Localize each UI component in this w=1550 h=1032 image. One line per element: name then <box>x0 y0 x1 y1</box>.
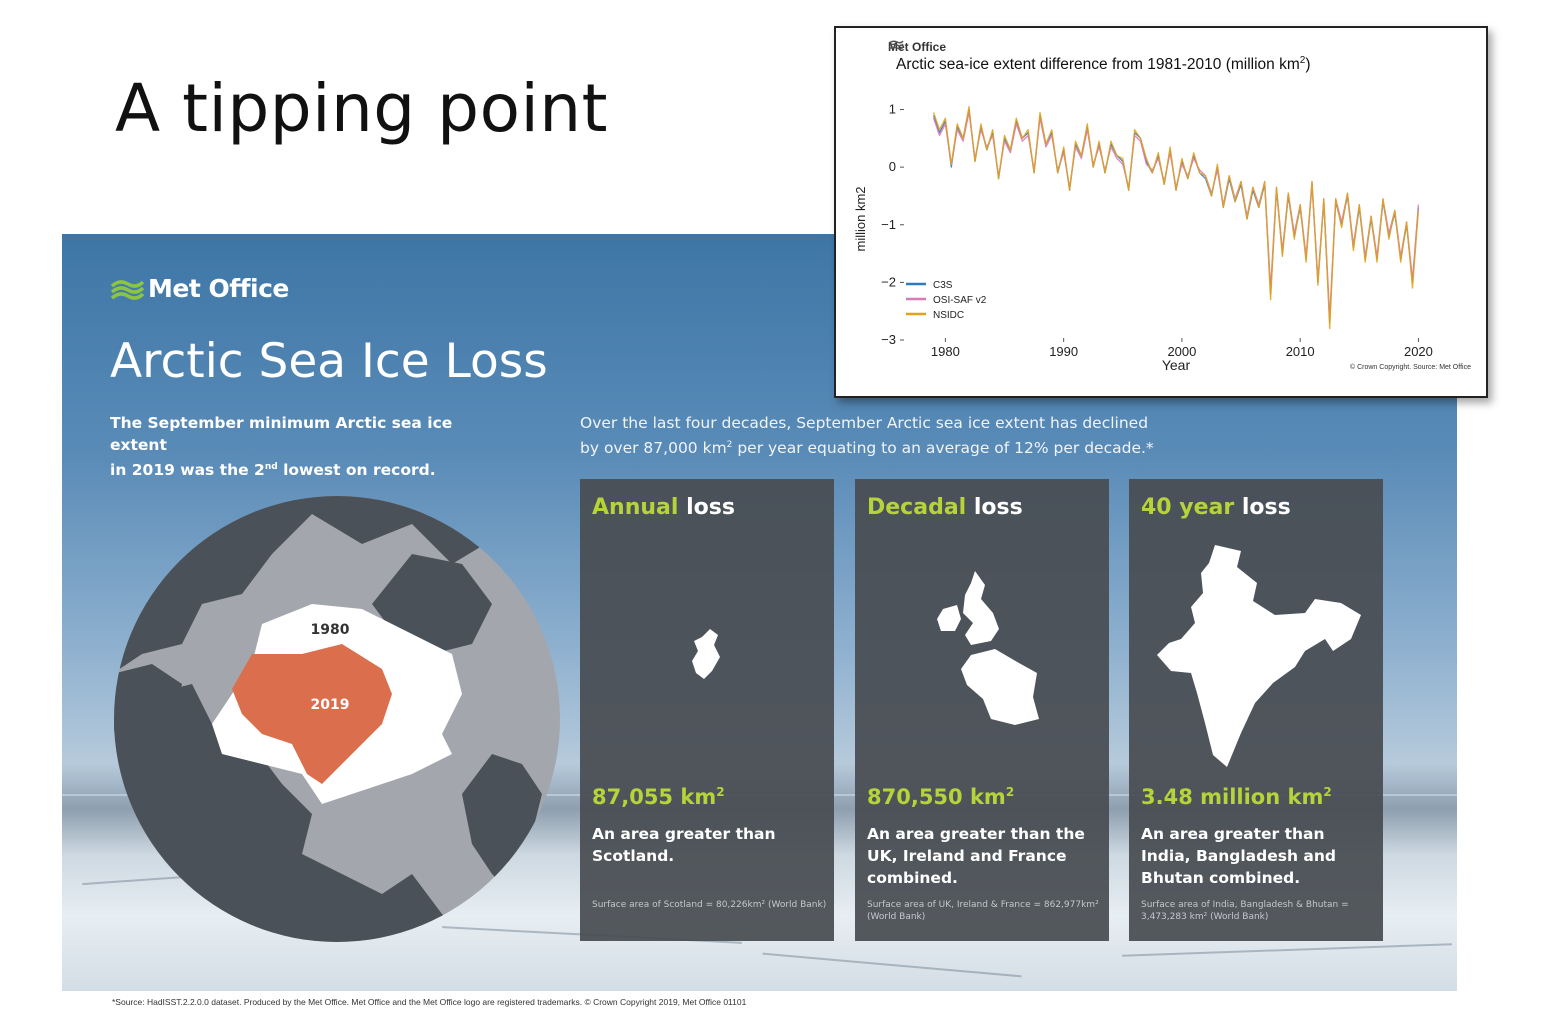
landmass-russia <box>114 684 472 942</box>
card-value: 3.48 million km2 <box>1141 785 1332 809</box>
card-value-text: 3.48 million km <box>1141 785 1324 809</box>
lead-left-line-2: in 2019 was the 2 <box>110 461 265 480</box>
card-heading-rest: loss <box>678 495 735 520</box>
chart-title: Arctic sea-ice extent difference from 19… <box>896 55 1310 74</box>
x-tick-label: 2020 <box>1404 344 1433 359</box>
met-office-waves-icon <box>888 40 904 50</box>
ice-crack <box>762 952 1022 978</box>
legend-label: OSI-SAF v2 <box>933 295 987 306</box>
forty-year-loss-card: 40 year loss 3.48 million km2 An area gr… <box>1129 479 1383 941</box>
landmass-alaska <box>114 664 182 734</box>
card-value: 870,550 km2 <box>867 785 1014 809</box>
lead-left-line-1: The September minimum Arctic sea ice ext… <box>110 414 453 454</box>
lead-right-line-1: Over the last four decades, September Ar… <box>580 414 1149 432</box>
legend-label: NSIDC <box>933 310 964 321</box>
source-footnote: *Source: HadISST.2.2.0.0 dataset. Produc… <box>112 997 747 1007</box>
card-heading-highlight: Decadal <box>867 495 967 520</box>
chart-logo-text: Met Office <box>888 40 947 54</box>
card-value-sup: 2 <box>1005 785 1015 799</box>
y-tick-label: −3 <box>881 332 896 347</box>
chart-title-end: ) <box>1305 56 1311 74</box>
lead-left-line-3: lowest on record. <box>277 461 436 480</box>
lead-right-sup: 2 <box>726 440 733 450</box>
card-note: Surface area of Scotland = 80,226km² (Wo… <box>592 900 827 910</box>
map-label-1980: 1980 <box>311 622 350 638</box>
x-axis-label: Year <box>1162 357 1191 373</box>
y-tick-label: 0 <box>889 159 896 174</box>
card-note: Surface area of UK, Ireland & France = 8… <box>867 900 1099 922</box>
met-office-logo-text: Met Office <box>148 274 289 303</box>
x-tick-label: 2000 <box>1167 344 1196 359</box>
card-description: An area greater than Scotland. <box>592 825 776 865</box>
y-tick-label: −1 <box>881 217 896 232</box>
lead-right-line-2: by over 87,000 km <box>580 439 727 458</box>
lead-left-text: The September minimum Arctic sea ice ext… <box>110 412 510 481</box>
uk-ireland-france-shape <box>937 571 1039 725</box>
lead-right-line-3: per year equating to an average of 12% p… <box>732 439 1154 458</box>
map-label-2019: 2019 <box>311 697 350 713</box>
card-heading: Decadal loss <box>867 495 1023 520</box>
card-value-text: 870,550 km <box>867 785 1006 809</box>
x-tick-label: 2010 <box>1286 344 1315 359</box>
lead-left-sup: nd <box>264 462 278 472</box>
annual-loss-card: Annual loss 87,055 km2 An area greater t… <box>580 479 834 941</box>
card-heading-rest: loss <box>1234 495 1291 520</box>
met-office-logo: Met Office <box>110 274 289 303</box>
card-heading-highlight: 40 year <box>1141 495 1235 520</box>
card-value-text: 87,055 km <box>592 785 717 809</box>
scotland-shape <box>692 629 720 679</box>
card-value-sup: 2 <box>716 785 725 799</box>
y-tick-label: 1 <box>889 102 896 117</box>
chart-credit: © Crown Copyright. Source: Met Office <box>1350 364 1471 371</box>
landmass-canada <box>114 496 560 674</box>
arctic-globe-map: 1980 2019 <box>114 496 560 942</box>
ice-crack <box>1122 943 1452 957</box>
y-axis-label: million km2 <box>853 186 868 251</box>
lead-right-text: Over the last four decades, September Ar… <box>580 412 1180 459</box>
india-bangladesh-bhutan-shape <box>1157 545 1361 767</box>
x-tick-label: 1980 <box>931 344 960 359</box>
card-heading: Annual loss <box>592 495 735 520</box>
card-value-sup: 2 <box>1323 785 1332 799</box>
legend-label: C3S <box>933 280 953 291</box>
card-description: An area greater than India, Bangladesh a… <box>1141 825 1336 887</box>
card-heading-highlight: Annual <box>592 495 679 520</box>
sea-ice-2019 <box>232 644 392 784</box>
sea-ice-line-chart: 1 0 −1 −2 −3 1980 1990 2000 2010 2020 Year million … <box>853 102 1433 373</box>
chart-title-text: Arctic sea-ice extent difference from 19… <box>896 56 1300 74</box>
card-heading-rest: loss <box>966 495 1023 520</box>
series-line <box>932 105 1420 330</box>
x-tick-label: 1990 <box>1049 344 1078 359</box>
card-value: 87,055 km2 <box>592 785 725 809</box>
card-description: An area greater than the UK, Ireland and… <box>867 825 1085 887</box>
decadal-loss-card: Decadal loss 870,550 km2 An area greater… <box>855 479 1109 941</box>
card-heading: 40 year loss <box>1141 495 1291 520</box>
met-office-waves-icon <box>110 279 144 300</box>
y-tick-label: −2 <box>881 274 896 289</box>
card-note: Surface area of India, Bangladesh & Bhut… <box>1141 900 1349 922</box>
sea-ice-chart-panel: Met Office Arctic sea-ice extent differe… <box>834 26 1488 398</box>
slide-title: A tipping point <box>115 70 608 147</box>
chart-met-office-logo: Met Office <box>888 40 946 54</box>
poster-title: Arctic Sea Ice Loss <box>110 334 548 389</box>
chart-title-sup: 2 <box>1299 55 1306 66</box>
